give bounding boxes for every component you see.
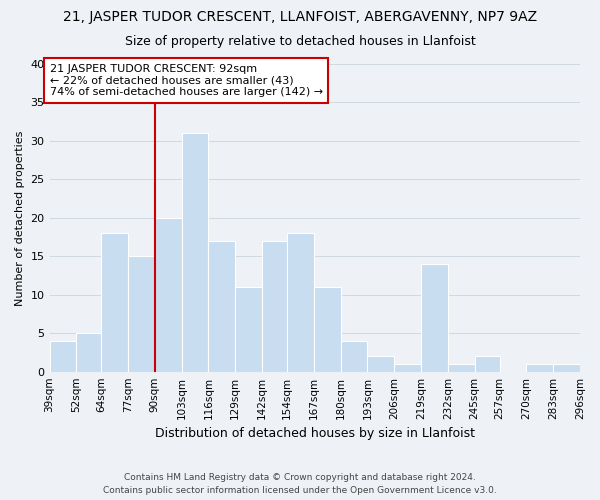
Bar	[50, 341, 76, 372]
Bar	[235, 287, 262, 372]
Y-axis label: Number of detached properties: Number of detached properties	[15, 130, 25, 306]
X-axis label: Distribution of detached houses by size in Llanfoist: Distribution of detached houses by size …	[155, 427, 475, 440]
Bar	[314, 287, 341, 372]
Bar	[367, 356, 394, 372]
Bar	[155, 218, 182, 372]
Bar	[553, 364, 580, 372]
Bar	[421, 264, 448, 372]
Bar	[475, 356, 500, 372]
Text: Contains HM Land Registry data © Crown copyright and database right 2024.
Contai: Contains HM Land Registry data © Crown c…	[103, 473, 497, 495]
Bar	[262, 241, 287, 372]
Bar	[341, 341, 367, 372]
Text: Size of property relative to detached houses in Llanfoist: Size of property relative to detached ho…	[125, 35, 475, 48]
Bar	[526, 364, 553, 372]
Text: 21 JASPER TUDOR CRESCENT: 92sqm
← 22% of detached houses are smaller (43)
74% of: 21 JASPER TUDOR CRESCENT: 92sqm ← 22% of…	[50, 64, 323, 97]
Bar	[101, 233, 128, 372]
Bar	[448, 364, 475, 372]
Text: 21, JASPER TUDOR CRESCENT, LLANFOIST, ABERGAVENNY, NP7 9AZ: 21, JASPER TUDOR CRESCENT, LLANFOIST, AB…	[63, 10, 537, 24]
Bar	[287, 233, 314, 372]
Bar	[128, 256, 155, 372]
Bar	[76, 333, 101, 372]
Bar	[394, 364, 421, 372]
Bar	[182, 133, 208, 372]
Bar	[208, 241, 235, 372]
